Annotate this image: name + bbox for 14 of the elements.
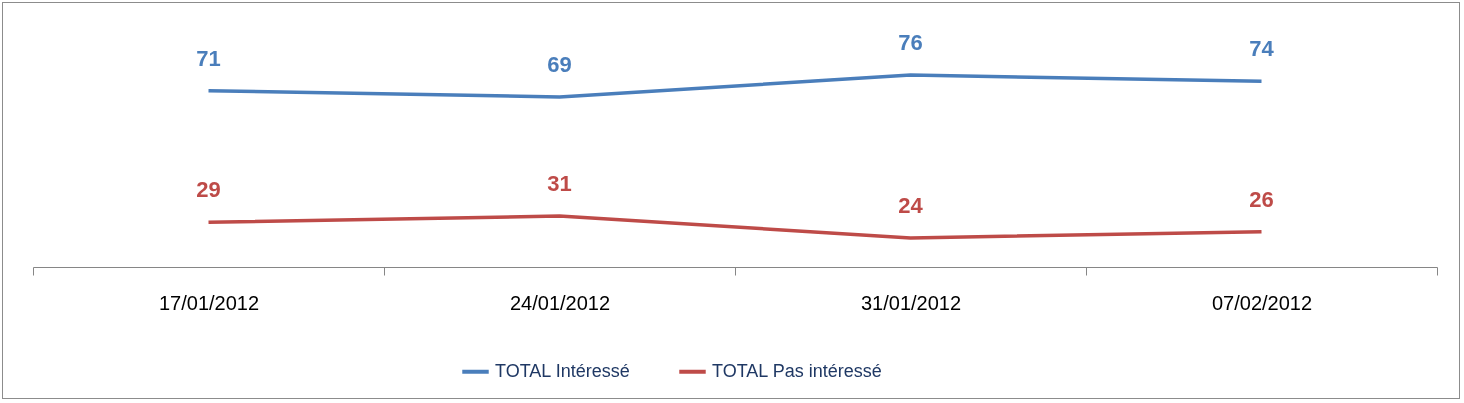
data-label: 24 [898,193,924,218]
data-label: 29 [196,177,221,203]
data-label: 69 [547,51,572,77]
data-label: 76 [898,30,923,55]
legend-label: TOTAL Pas intéressé [712,360,882,381]
data-label: 31 [547,171,572,197]
x-tick-label: 31/01/2012 [860,291,962,314]
x-tick-label: 07/02/2012 [1211,291,1313,314]
x-tick-label: 24/01/2012 [509,291,611,314]
x-tick-label: 17/01/2012 [158,291,260,314]
data-label: 71 [196,45,221,71]
data-label: 26 [1249,186,1274,212]
data-label: 74 [1249,36,1275,62]
legend-label: TOTAL Intéressé [495,360,630,381]
